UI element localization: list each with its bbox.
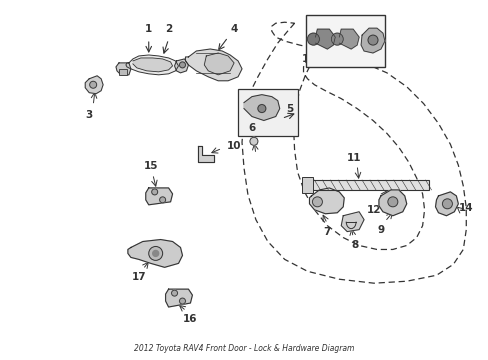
Polygon shape	[315, 29, 335, 49]
Text: 11: 11	[346, 153, 361, 163]
Circle shape	[257, 105, 265, 113]
Text: 13: 13	[302, 54, 316, 64]
Text: 14: 14	[458, 203, 472, 213]
Polygon shape	[198, 146, 214, 162]
Circle shape	[387, 197, 397, 207]
Text: 10: 10	[226, 141, 241, 151]
Polygon shape	[339, 29, 358, 49]
Text: 16: 16	[183, 314, 197, 324]
Text: 12: 12	[366, 205, 381, 215]
Polygon shape	[116, 63, 131, 75]
Circle shape	[442, 199, 451, 209]
Polygon shape	[133, 58, 172, 72]
Bar	[309, 180, 427, 190]
Polygon shape	[378, 190, 406, 216]
Circle shape	[179, 298, 185, 304]
Circle shape	[160, 197, 165, 203]
Text: 4: 4	[230, 24, 237, 34]
Circle shape	[152, 251, 158, 256]
Text: 9: 9	[377, 225, 384, 235]
Polygon shape	[185, 49, 242, 81]
Polygon shape	[174, 59, 188, 73]
Polygon shape	[165, 289, 192, 307]
Polygon shape	[435, 192, 457, 216]
Bar	[238, 89, 297, 136]
Circle shape	[312, 197, 322, 207]
Text: 2012 Toyota RAV4 Front Door - Lock & Hardware Diagram: 2012 Toyota RAV4 Front Door - Lock & Har…	[134, 344, 354, 353]
Circle shape	[307, 33, 319, 45]
Circle shape	[367, 35, 377, 45]
Polygon shape	[126, 55, 178, 75]
Text: 17: 17	[131, 272, 146, 282]
Bar	[301, 177, 313, 193]
Circle shape	[89, 81, 97, 88]
Circle shape	[151, 189, 157, 195]
Circle shape	[148, 247, 163, 260]
Text: 8: 8	[351, 240, 358, 251]
Text: 7: 7	[323, 226, 330, 237]
Polygon shape	[309, 188, 344, 214]
Text: 3: 3	[85, 109, 93, 120]
Polygon shape	[244, 95, 279, 121]
Polygon shape	[360, 28, 384, 53]
Text: 5: 5	[285, 104, 293, 113]
Text: 6: 6	[248, 123, 255, 134]
Polygon shape	[204, 53, 234, 75]
Circle shape	[249, 137, 257, 145]
Bar	[305, 15, 384, 67]
Polygon shape	[85, 76, 103, 94]
Text: 1: 1	[145, 24, 152, 34]
Polygon shape	[128, 239, 182, 267]
Polygon shape	[341, 212, 364, 231]
Bar	[119, 69, 127, 75]
Circle shape	[331, 33, 343, 45]
Circle shape	[179, 62, 185, 68]
Polygon shape	[145, 188, 172, 205]
Text: 2: 2	[164, 24, 172, 34]
Text: 15: 15	[143, 161, 158, 171]
Circle shape	[171, 290, 177, 296]
